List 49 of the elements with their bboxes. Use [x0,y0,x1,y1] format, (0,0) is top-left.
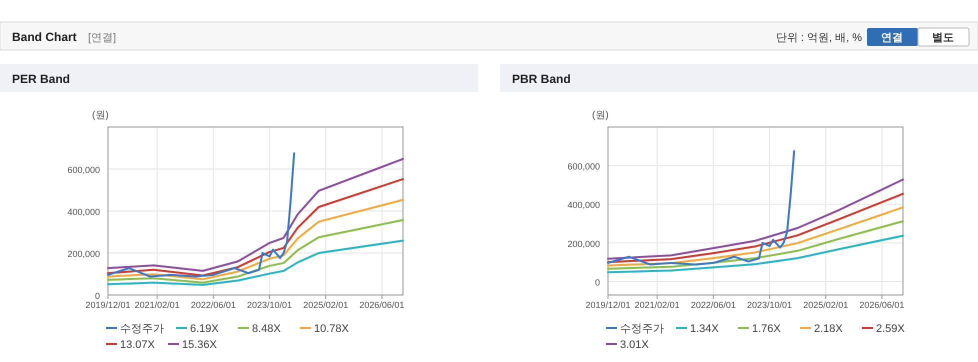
legend-label: 10.78X [314,323,350,335]
line-series [107,240,404,286]
x-tick-label: 2021/02/01 [134,300,180,310]
chart-title: PBR Band [512,72,571,86]
line-series [107,198,404,280]
legend-label: 수정주가 [120,323,164,335]
header: Band Chart [연결] 단위 : 억원, 배, % 연결 별도 [0,22,978,50]
legend-label: 3.01X [620,339,650,351]
chart-title: PER Band [12,72,70,86]
x-tick-label: 2025/02/01 [803,300,848,310]
line-series [107,158,404,272]
y-tick-label: 600,000 [567,162,600,172]
y-axis-title: (원) [92,110,109,121]
y-axis-title: (원) [592,110,609,121]
x-tick-label: 2026/06/01 [359,300,404,310]
line-series [107,152,296,278]
legend-label: 1.34X [690,323,720,335]
legend-label: 수정주가 [620,323,664,335]
line-series [607,206,904,266]
line-series [607,234,904,274]
line-series [107,219,404,284]
y-tick-label: 400,000 [67,207,100,217]
x-tick-label: 2023/10/01 [247,300,292,310]
x-tick-label: 2019/12/01 [85,300,131,310]
line-series [607,220,904,270]
legend-label: 6.19X [190,323,220,335]
x-tick-label: 2022/06/01 [190,300,236,310]
y-tick-label: 400,000 [567,200,600,210]
y-tick-label: 600,000 [67,165,100,175]
x-tick-label: 2026/06/01 [859,300,904,310]
x-tick-label: 2019/12/01 [585,300,631,310]
x-tick-label: 2022/06/01 [690,300,736,310]
legend-label: 1.76X [752,323,782,335]
legend-label: 13.07X [120,339,156,351]
x-tick-label: 2025/02/01 [303,300,348,310]
legend-label: 2.59X [876,323,906,335]
line-series [607,150,796,266]
y-tick-label: 0 [594,277,600,288]
legend-label: 2.18X [814,323,844,335]
y-tick-label: 200,000 [67,249,100,259]
y-tick-label: 0 [94,291,100,301]
legend-label: 15.36X [182,339,218,351]
line-series [607,178,904,260]
line-series [107,178,404,276]
legend-label: 8.48X [252,323,282,335]
y-tick-label: 200,000 [567,238,600,249]
x-tick-label: 2023/10/01 [747,300,792,310]
x-tick-label: 2021/02/01 [634,300,680,310]
line-series [607,192,904,264]
